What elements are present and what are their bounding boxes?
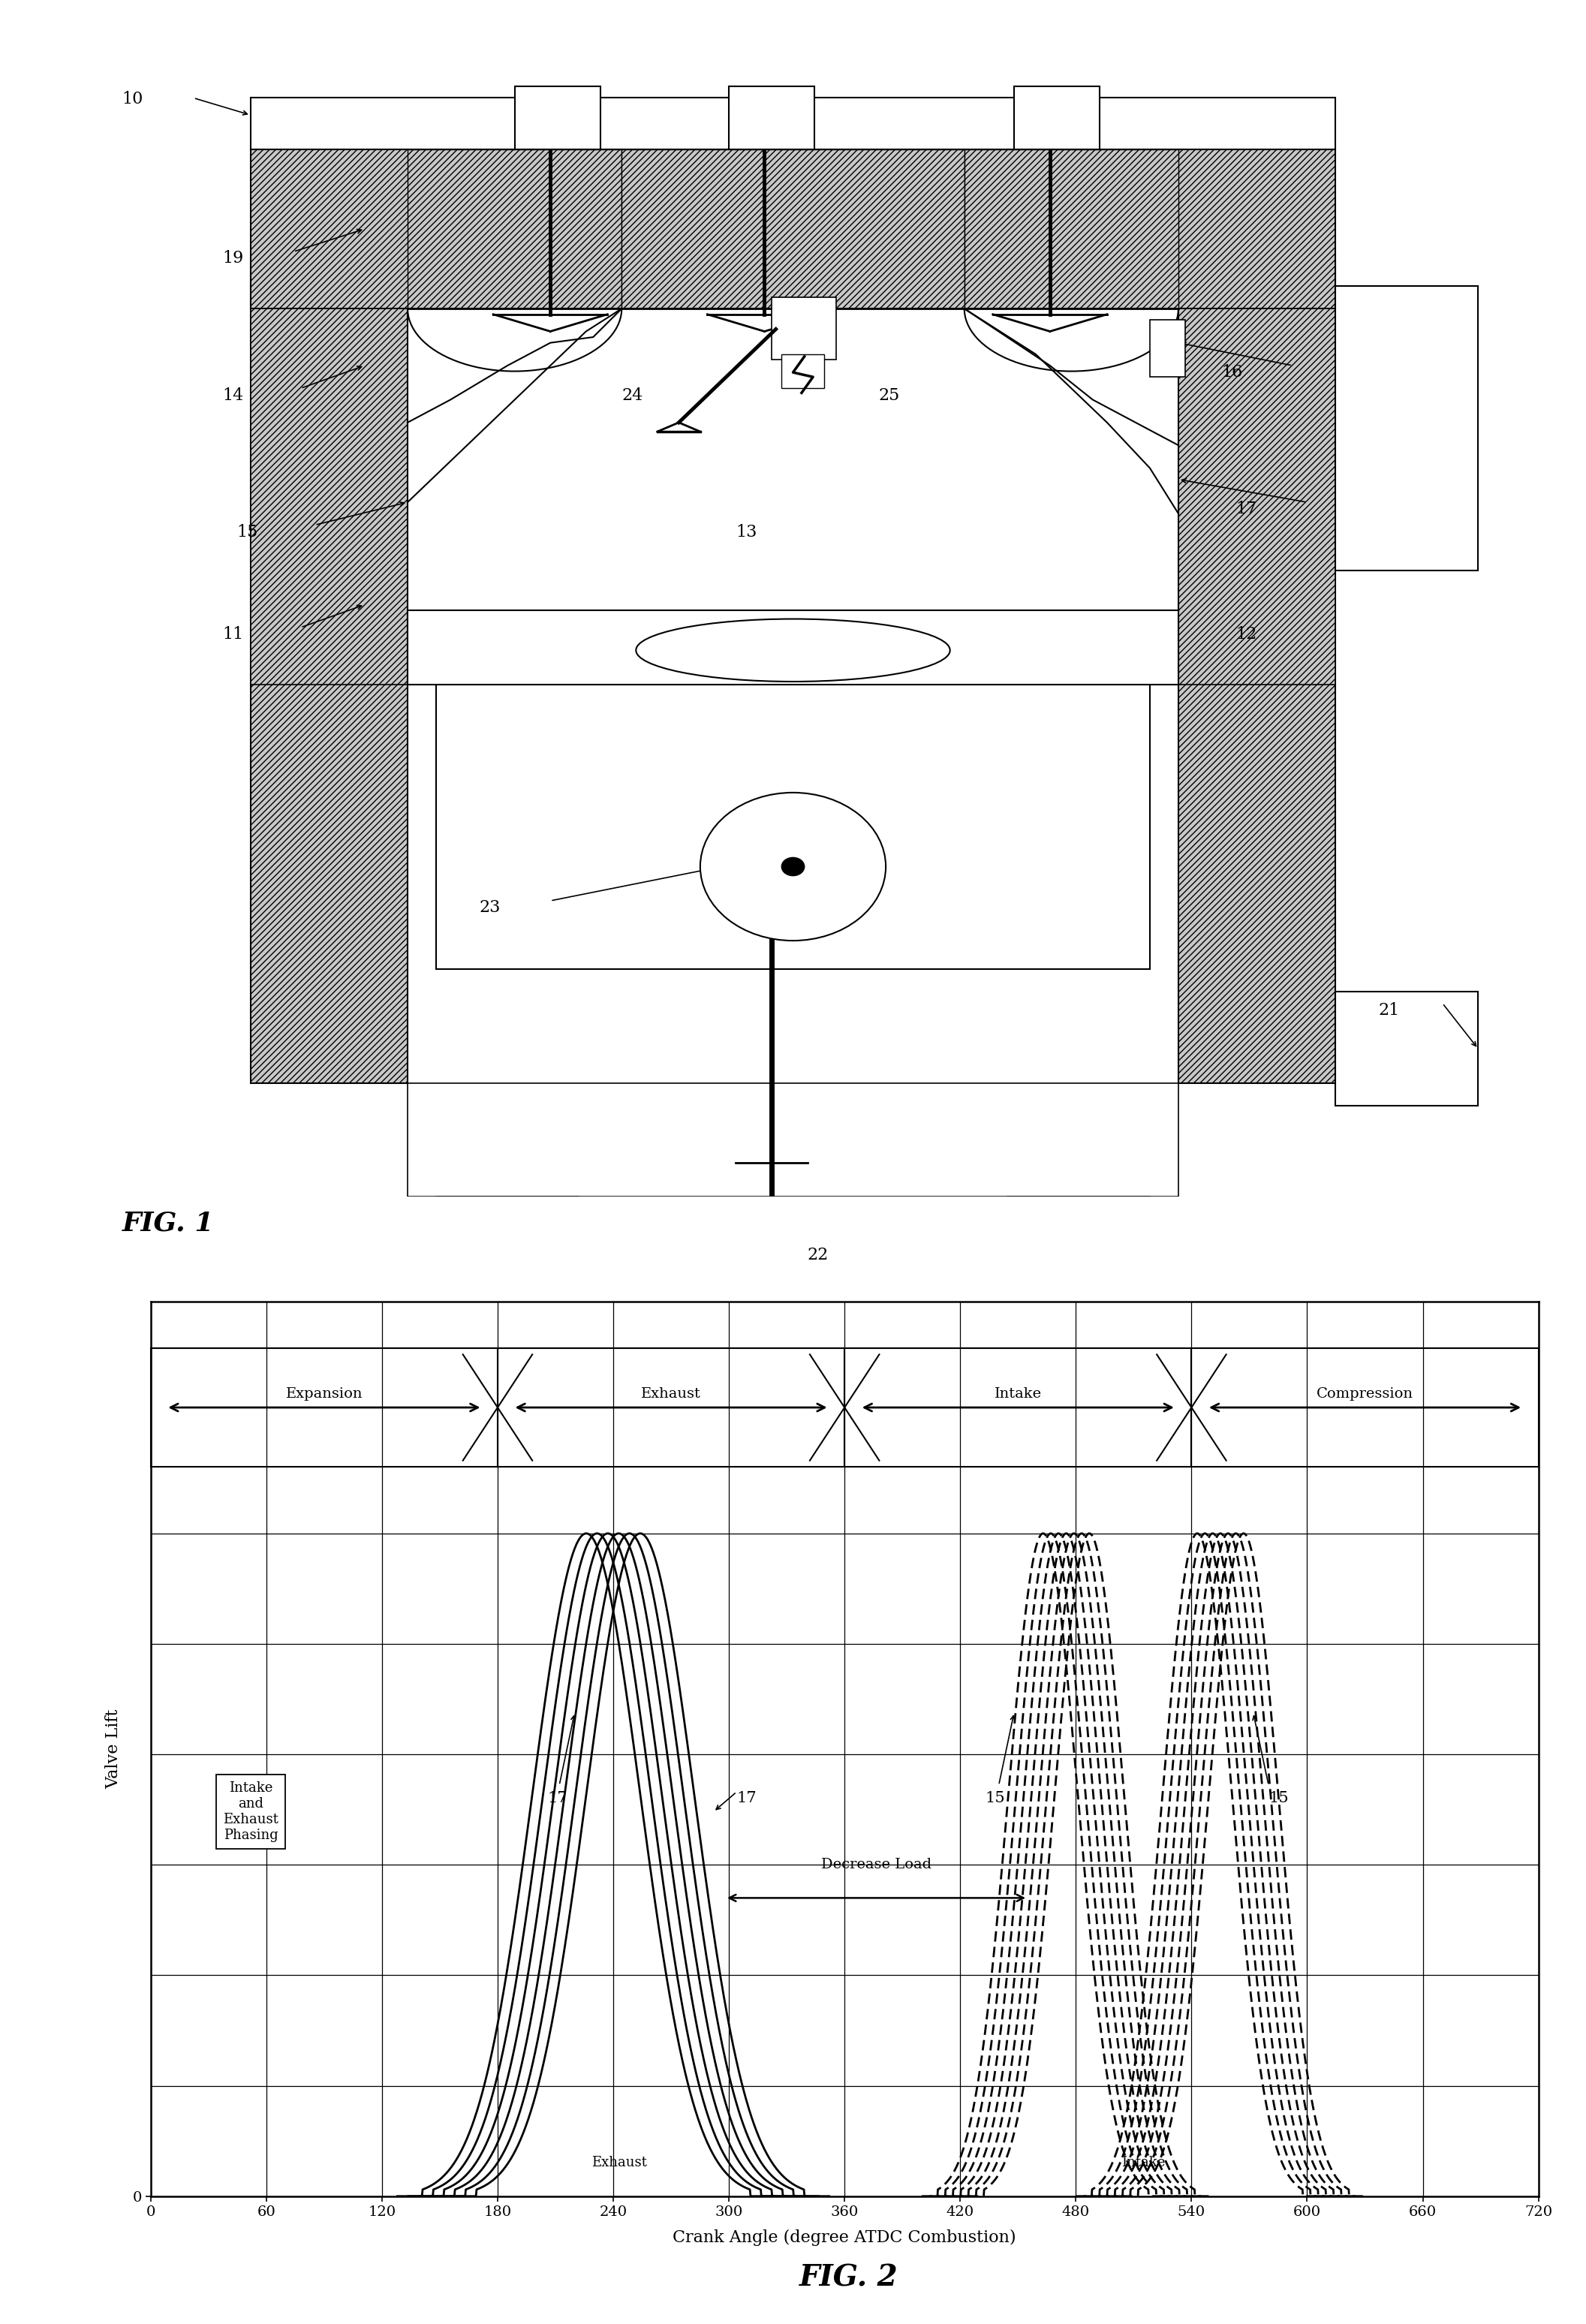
Text: 13: 13 <box>736 523 757 539</box>
Text: 15: 15 <box>985 1792 1006 1806</box>
Text: 24: 24 <box>622 388 642 404</box>
Text: Intake: Intake <box>994 1387 1042 1401</box>
Bar <box>1335 286 1478 572</box>
Bar <box>622 149 964 309</box>
Text: 17: 17 <box>736 1792 757 1806</box>
Text: Exhaust: Exhaust <box>592 2157 647 2171</box>
Bar <box>251 263 408 1083</box>
Bar <box>1150 321 1186 376</box>
Bar <box>408 1083 1178 1197</box>
Text: 20: 20 <box>1235 98 1256 114</box>
Text: Expansion: Expansion <box>285 1387 363 1401</box>
Text: 23: 23 <box>479 899 500 916</box>
Text: 11: 11 <box>222 625 243 644</box>
Circle shape <box>701 792 887 941</box>
Bar <box>514 86 600 149</box>
Text: 14: 14 <box>222 388 243 404</box>
Text: FIG. 2: FIG. 2 <box>799 2264 898 2291</box>
Text: 21: 21 <box>1378 1002 1399 1018</box>
Bar <box>1335 992 1478 1106</box>
Bar <box>1178 263 1335 1083</box>
Text: Intake
and
Exhaust
Phasing: Intake and Exhaust Phasing <box>224 1783 279 1843</box>
Bar <box>251 149 1335 309</box>
Text: FIG. 1: FIG. 1 <box>122 1211 214 1236</box>
Text: 25: 25 <box>879 388 899 404</box>
Ellipse shape <box>636 618 950 681</box>
Text: Decrease Load: Decrease Load <box>822 1857 931 1871</box>
Bar <box>1178 309 1335 683</box>
Text: 17: 17 <box>1235 502 1256 518</box>
Text: 15: 15 <box>236 523 257 539</box>
Text: 19: 19 <box>222 251 243 267</box>
Text: 12: 12 <box>1235 625 1256 644</box>
Bar <box>436 1197 579 1255</box>
Bar <box>964 149 1178 309</box>
X-axis label: Crank Angle (degree ATDC Combustion): Crank Angle (degree ATDC Combustion) <box>672 2229 1017 2245</box>
Text: 22: 22 <box>807 1246 828 1264</box>
Text: Intake: Intake <box>1121 2157 1166 2171</box>
Text: 10: 10 <box>122 91 143 107</box>
Bar <box>408 149 622 309</box>
Text: 15: 15 <box>1269 1792 1288 1806</box>
Text: 16: 16 <box>1221 365 1242 381</box>
Bar <box>1015 86 1101 149</box>
Circle shape <box>782 858 804 876</box>
Bar <box>436 683 1150 969</box>
Y-axis label: Valve Lift: Valve Lift <box>106 1708 122 1789</box>
Text: 17: 17 <box>547 1792 568 1806</box>
Bar <box>782 353 825 388</box>
Bar <box>1007 1197 1150 1255</box>
Text: 18: 18 <box>736 98 757 114</box>
Text: Compression: Compression <box>1316 1387 1413 1401</box>
Bar <box>408 611 1178 683</box>
Bar <box>771 297 836 360</box>
Bar <box>251 309 408 683</box>
Bar <box>728 86 815 149</box>
Bar <box>251 98 1335 149</box>
Bar <box>408 309 1178 683</box>
Text: Exhaust: Exhaust <box>641 1387 701 1401</box>
